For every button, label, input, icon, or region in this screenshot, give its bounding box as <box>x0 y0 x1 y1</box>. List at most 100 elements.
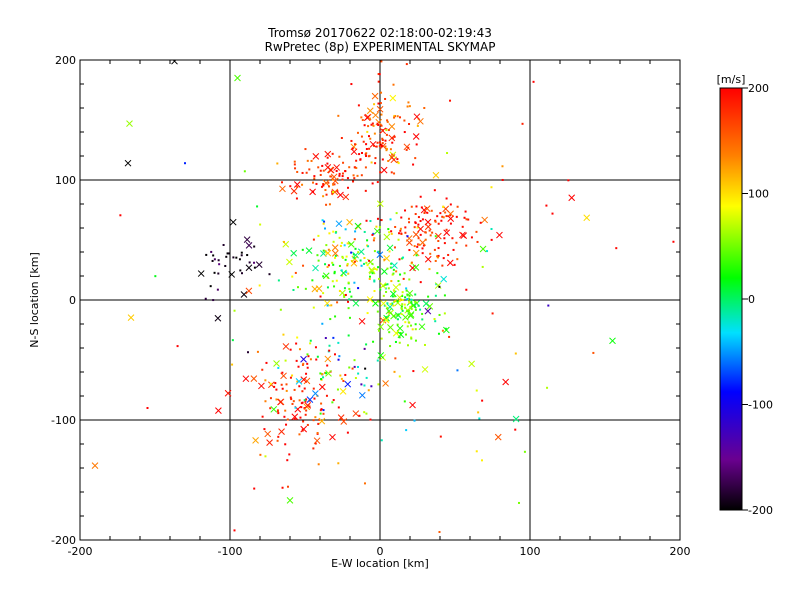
scatter-point-dot <box>376 122 379 125</box>
scatter-point-dot <box>410 261 413 264</box>
scatter-point-dot <box>258 284 261 287</box>
scatter-point-cross <box>358 391 366 399</box>
scatter-point-dot <box>213 271 216 274</box>
scatter-point-dot <box>332 240 335 243</box>
scatter-point-dot <box>413 245 416 248</box>
scatter-point-dot <box>367 245 370 248</box>
scatter-point-dot <box>408 221 411 224</box>
scatter-point-dot <box>386 120 389 123</box>
scatter-point-dot <box>415 254 418 257</box>
scatter-point-dot <box>393 246 396 249</box>
scatter-point-cross <box>214 314 222 322</box>
scatter-point-dot <box>365 412 368 415</box>
scatter-point-dot <box>269 397 272 400</box>
scatter-point-cross <box>252 436 259 444</box>
scatter-point-dot <box>378 141 381 144</box>
scatter-point-cross <box>397 331 405 338</box>
scatter-point-dot <box>414 323 417 326</box>
scatter-point-dot <box>436 272 439 275</box>
scatter-point-dot <box>352 180 355 183</box>
scatter-point-cross <box>124 159 132 167</box>
scatter-point-dot <box>390 280 393 283</box>
scatter-point-dot <box>481 265 484 268</box>
scatter-point-dot <box>372 239 375 242</box>
scatter-point-dot <box>301 401 304 404</box>
scatter-point-dot <box>331 178 334 181</box>
scatter-point-dot <box>360 151 363 154</box>
scatter-point-dot <box>346 262 349 265</box>
scatter-point-dot <box>408 249 411 252</box>
scatter-point-dot <box>410 307 413 310</box>
scatter-point-dot <box>305 409 308 412</box>
scatter-point-dot <box>333 285 336 288</box>
scatter-point-dot <box>365 376 368 379</box>
scatter-point-cross <box>342 193 350 201</box>
scatter-point-dot <box>284 409 287 412</box>
scatter-point-dot <box>385 149 388 152</box>
scatter-point-dot <box>419 219 422 222</box>
scatter-point-cross <box>383 233 391 241</box>
scatter-point-dot <box>338 355 341 358</box>
scatter-point-dot <box>301 183 304 186</box>
scatter-point-dot <box>355 166 358 169</box>
scatter-point-dot <box>380 144 383 147</box>
scatter-point-dot <box>303 399 306 402</box>
scatter-point-dot <box>276 439 279 442</box>
scatter-point-dot <box>406 298 409 301</box>
scatter-point-dot <box>311 279 314 282</box>
scatter-point-dot <box>437 332 440 335</box>
scatter-point-dot <box>326 304 329 307</box>
scatter-point-cross <box>366 107 374 115</box>
scatter-point-dot <box>396 323 399 326</box>
scatter-point-dot <box>304 400 307 403</box>
scatter-point-dot <box>370 385 373 388</box>
scatter-point-dot <box>296 286 299 289</box>
scatter-point-dot <box>514 352 517 355</box>
scatter-point-dot <box>394 340 397 343</box>
scatter-point-dot <box>479 221 482 224</box>
scatter-point-dot <box>430 209 433 212</box>
scatter-point-dot <box>256 350 259 353</box>
scatter-point-dot <box>433 248 436 251</box>
scatter-point-dot <box>312 181 315 184</box>
scatter-point-dot <box>434 294 437 297</box>
scatter-point-dot <box>449 99 452 102</box>
scatter-point-dot <box>443 237 446 240</box>
scatter-point-dot <box>358 153 361 156</box>
scatter-point-dot <box>437 247 440 250</box>
scatter-point-dot <box>333 272 336 275</box>
scatter-point-dot <box>303 387 306 390</box>
scatter-point-cross <box>388 154 396 161</box>
scatter-point-dot <box>305 398 308 401</box>
scatter-point-dot <box>421 318 424 321</box>
scatter-point-dot <box>227 252 230 255</box>
scatter-point-dot <box>286 485 289 488</box>
scatter-point-dot <box>301 390 304 393</box>
scatter-point-cross <box>583 214 591 222</box>
scatter-point-dot <box>444 327 447 330</box>
scatter-point-dot <box>286 418 289 421</box>
scatter-point-dot <box>205 253 208 256</box>
scatter-point-dot <box>373 290 376 293</box>
scatter-point-dot <box>397 280 400 283</box>
scatter-point-dot <box>440 219 443 222</box>
scatter-point-dot <box>298 433 301 436</box>
scatter-point-dot <box>406 105 409 108</box>
scatter-point-dot <box>146 407 149 409</box>
scatter-point-cross <box>468 360 475 368</box>
scatter-point-dot <box>402 277 405 280</box>
scatter-point-dot <box>296 380 299 383</box>
scatter-point-dot <box>184 162 186 165</box>
scatter-point-dot <box>376 217 379 220</box>
scatter-point-dot <box>348 242 351 245</box>
scatter-point-cross <box>324 249 332 257</box>
scatter-point-cross <box>127 314 135 321</box>
scatter-point-cross <box>312 264 319 272</box>
scatter-point-cross <box>426 303 434 310</box>
scatter-point-dot <box>377 277 380 280</box>
scatter-point-dot <box>238 258 241 261</box>
scatter-point-dot <box>319 173 322 176</box>
scatter-point-dot <box>397 238 400 241</box>
scatter-point-dot <box>325 193 328 196</box>
scatter-point-dot <box>394 357 397 360</box>
